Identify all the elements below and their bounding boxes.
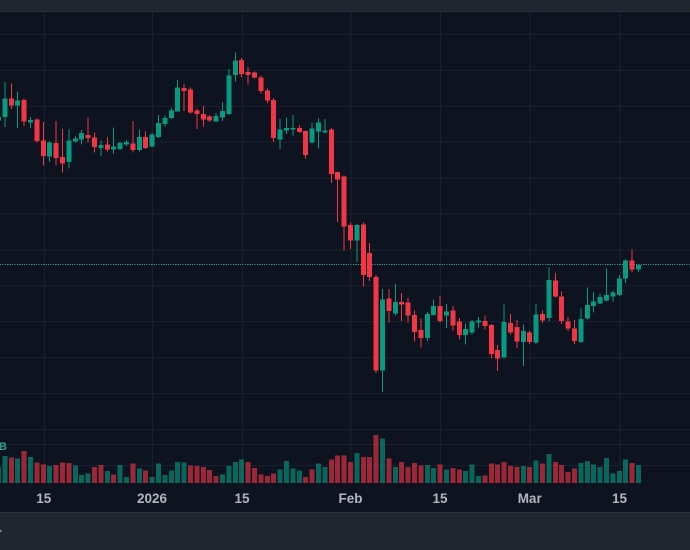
svg-text:B: B [0, 441, 7, 453]
svg-text:Mar: Mar [518, 491, 543, 506]
svg-text:15: 15 [432, 491, 448, 506]
svg-text:15: 15 [612, 491, 628, 506]
svg-text:Feb: Feb [338, 491, 362, 506]
svg-text:15: 15 [36, 491, 52, 506]
svg-text:2026: 2026 [137, 491, 168, 506]
svg-text:15: 15 [234, 491, 250, 506]
